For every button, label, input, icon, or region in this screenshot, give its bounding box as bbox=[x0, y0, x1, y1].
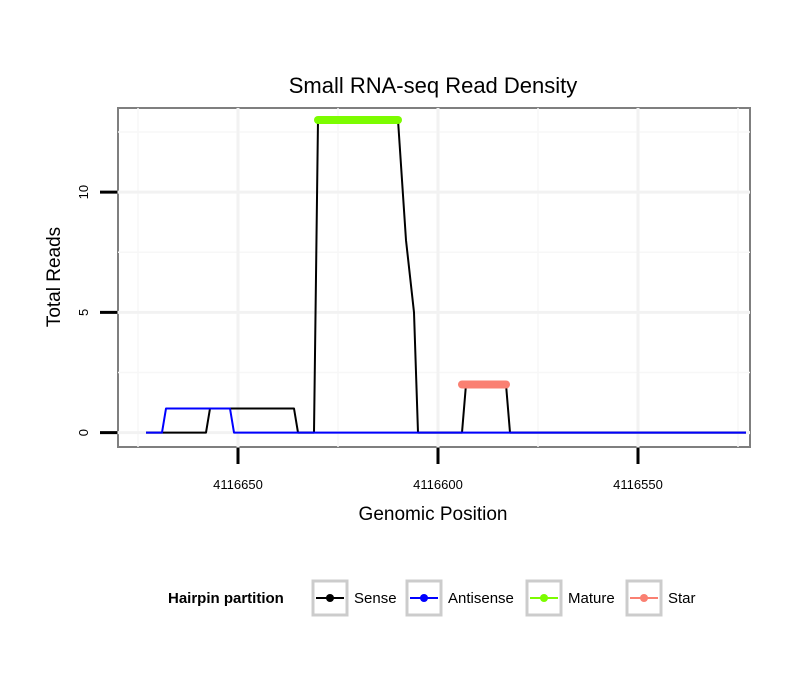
legend-dot-antisense bbox=[420, 594, 428, 602]
series-layer bbox=[146, 116, 746, 434]
legend-dot-mature bbox=[540, 594, 548, 602]
y-tick-label: 0 bbox=[76, 429, 91, 436]
grid-minor bbox=[118, 108, 750, 447]
legend-label-sense: Sense bbox=[354, 590, 397, 607]
y-axis-label: Total Reads bbox=[44, 227, 65, 327]
legend-label-star: Star bbox=[668, 590, 696, 607]
y-axis-ticks: 0 5 10 bbox=[76, 185, 117, 436]
legend-item-sense: Sense bbox=[311, 579, 397, 617]
x-tick-label: 4116550 bbox=[613, 477, 663, 492]
grid-major bbox=[118, 108, 750, 447]
plot-panel bbox=[117, 107, 751, 448]
legend-label-mature: Mature bbox=[568, 590, 615, 607]
x-axis-label: Genomic Position bbox=[359, 504, 508, 525]
x-axis-ticks: 4116650 4116600 4116550 bbox=[213, 448, 663, 492]
y-tick-label: 10 bbox=[76, 185, 91, 199]
x-tick-label: 4116650 bbox=[213, 477, 263, 492]
x-tick-label: 4116600 bbox=[413, 477, 463, 492]
legend-title: Hairpin partition bbox=[168, 590, 284, 607]
legend-dot-sense bbox=[326, 594, 334, 602]
legend-item-star: Star bbox=[625, 579, 696, 617]
y-tick-label: 5 bbox=[76, 309, 91, 316]
chart-title: Small RNA-seq Read Density bbox=[289, 73, 578, 98]
legend-label-antisense: Antisense bbox=[448, 590, 514, 607]
legend-dot-star bbox=[640, 594, 648, 602]
legend-item-mature: Mature bbox=[525, 579, 615, 617]
legend-item-antisense: Antisense bbox=[405, 579, 514, 617]
legend: Hairpin partition Sense Antisense Mature… bbox=[168, 579, 696, 617]
series-line-antisense bbox=[146, 407, 746, 434]
